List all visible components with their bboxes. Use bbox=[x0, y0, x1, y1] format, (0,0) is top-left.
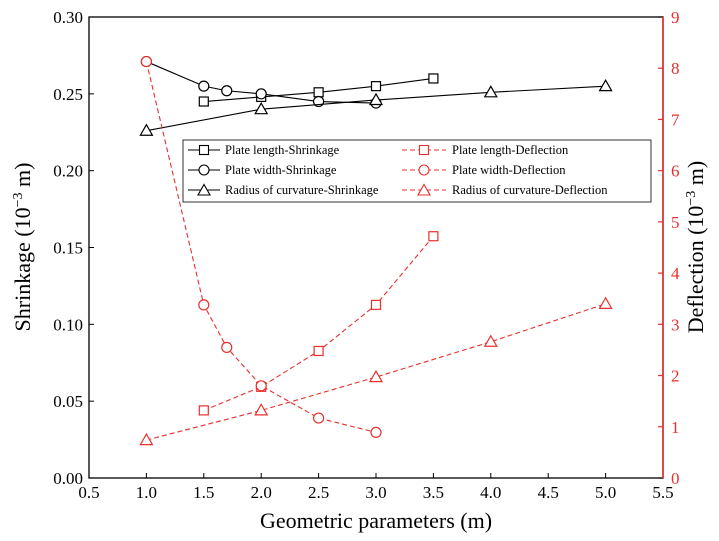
legend-marker-circle-red bbox=[418, 164, 430, 176]
data-point-circle-1 bbox=[198, 80, 210, 92]
x-tick-label: 1.5 bbox=[193, 483, 214, 502]
legend-marker-square-red bbox=[418, 144, 430, 156]
data-point-triangle-5 bbox=[254, 403, 269, 416]
y-right-tick-label: 9 bbox=[671, 8, 680, 27]
data-point-circle-4 bbox=[313, 412, 325, 424]
y-right-tick-label: 5 bbox=[671, 213, 680, 232]
x-tick-label: 5.0 bbox=[595, 483, 616, 502]
legend-label-plate-width-deflection: Plate width-Deflection bbox=[452, 163, 566, 177]
y-left-tick-label: 0.10 bbox=[53, 315, 83, 334]
y-left-title-exp: −3 bbox=[11, 193, 26, 208]
y-right-title-unit: m) bbox=[683, 161, 708, 191]
y-left-axis-title: Shrinkage (10−3 m) bbox=[10, 163, 35, 332]
x-tick-label: 3.0 bbox=[365, 483, 386, 502]
data-point-triangle-5 bbox=[368, 369, 384, 383]
legend-marker-triangle bbox=[197, 183, 211, 196]
x-tick-label: 4.0 bbox=[480, 483, 501, 502]
x-axis-title: Geometric parameters (m) bbox=[260, 508, 492, 533]
data-point-square-0 bbox=[198, 96, 209, 107]
y-left-title-main: Shrinkage (10 bbox=[10, 207, 35, 331]
data-point-square-3 bbox=[370, 299, 382, 310]
data-point-triangle-2 bbox=[368, 92, 384, 106]
legend-marker-square bbox=[198, 144, 210, 156]
data-point-circle-1 bbox=[221, 85, 233, 97]
data-point-square-0 bbox=[313, 87, 324, 98]
legend-marker-circle bbox=[198, 164, 210, 176]
legend-box bbox=[182, 139, 652, 203]
x-tick-label: 3.5 bbox=[423, 483, 444, 502]
data-point-circle-4 bbox=[198, 299, 210, 311]
y-left-tick-label: 0.20 bbox=[53, 162, 83, 181]
data-point-square-0 bbox=[428, 73, 439, 84]
data-point-triangle-2 bbox=[254, 101, 269, 115]
y-right-title-main: Deflection (10 bbox=[683, 206, 708, 334]
data-point-square-3 bbox=[198, 405, 209, 416]
data-point-triangle-2 bbox=[598, 78, 613, 92]
x-tick-label: 1.0 bbox=[136, 483, 157, 502]
y-right-axis-title: Deflection (10−3 m) bbox=[683, 161, 708, 334]
y-right-tick-label: 7 bbox=[671, 110, 680, 129]
y-left-tick-label: 0.25 bbox=[53, 85, 83, 104]
x-tick-label: 2.5 bbox=[308, 483, 329, 502]
y-right-tick-label: 3 bbox=[671, 315, 680, 334]
x-tick-label: 2.0 bbox=[251, 483, 272, 502]
series-line-3 bbox=[203, 235, 434, 411]
data-point-square-3 bbox=[313, 345, 324, 357]
data-point-triangle-5 bbox=[139, 432, 154, 446]
y-right-tick-label: 6 bbox=[671, 162, 680, 181]
data-point-circle-4 bbox=[255, 380, 267, 392]
legend-label-radius-shrinkage: Radius of curvature-Shrinkage bbox=[225, 183, 379, 197]
data-point-triangle-2 bbox=[139, 123, 154, 136]
data-point-triangle-5 bbox=[598, 296, 613, 309]
legend: Plate length-Shrinkage Plate width-Shrin… bbox=[182, 139, 652, 203]
data-point-square-3 bbox=[428, 231, 439, 242]
y-left-tick-label: 0.00 bbox=[53, 469, 83, 488]
series-line-4 bbox=[145, 61, 377, 433]
y-right-tick-label: 2 bbox=[671, 367, 680, 386]
data-point-triangle-2 bbox=[483, 85, 498, 98]
data-point-circle-4 bbox=[140, 55, 152, 68]
data-point-circle-4 bbox=[370, 426, 382, 439]
legend-label-radius-deflection: Radius of curvature-Deflection bbox=[452, 183, 608, 197]
legend-marker-triangle-red bbox=[417, 183, 431, 196]
y-right-tick-label: 8 bbox=[671, 59, 680, 78]
data-point-circle-1 bbox=[255, 88, 267, 100]
y-left-tick-label: 0.05 bbox=[53, 392, 83, 411]
y-left-title-unit: m) bbox=[10, 163, 35, 193]
y-left-tick-label: 0.30 bbox=[53, 8, 83, 27]
x-tick-label: 5.5 bbox=[652, 483, 673, 502]
data-point-circle-4 bbox=[221, 341, 233, 353]
data-point-triangle-5 bbox=[483, 334, 498, 347]
y-right-tick-label: 4 bbox=[671, 264, 680, 283]
x-tick-label: 0.5 bbox=[78, 483, 99, 502]
x-tick-label: 4.5 bbox=[538, 483, 559, 502]
series-line-1 bbox=[146, 61, 377, 104]
legend-label-plate-width-shrinkage: Plate width-Shrinkage bbox=[225, 163, 337, 177]
y-right-tick-label: 1 bbox=[671, 418, 680, 437]
y-left-tick-label: 0.15 bbox=[53, 239, 83, 258]
legend-label-plate-length-deflection: Plate length-Deflection bbox=[452, 143, 569, 157]
legend-label-plate-length-shrinkage: Plate length-Shrinkage bbox=[225, 143, 340, 157]
data-point-square-0 bbox=[370, 81, 382, 92]
y-right-title-exp: −3 bbox=[684, 191, 699, 206]
y-right-tick-label: 0 bbox=[671, 469, 680, 488]
